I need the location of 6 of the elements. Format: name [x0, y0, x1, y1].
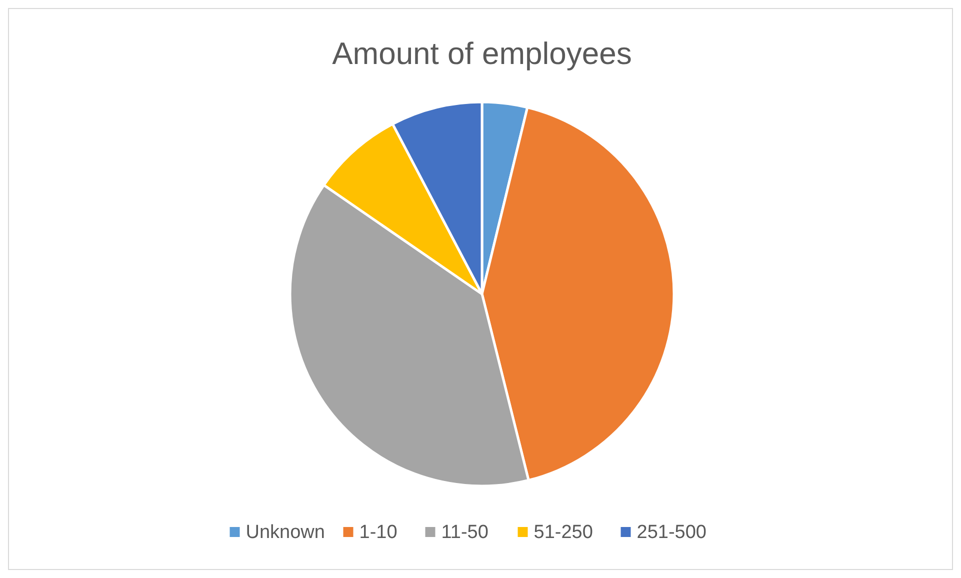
legend-label: Unknown	[246, 522, 325, 543]
legend-label: 11-50	[441, 522, 488, 543]
chart-title: Amount of employees	[332, 36, 632, 71]
legend-label: 251-500	[636, 522, 706, 543]
legend-label: 1-10	[359, 522, 398, 543]
legend-label: 51-250	[534, 522, 593, 543]
